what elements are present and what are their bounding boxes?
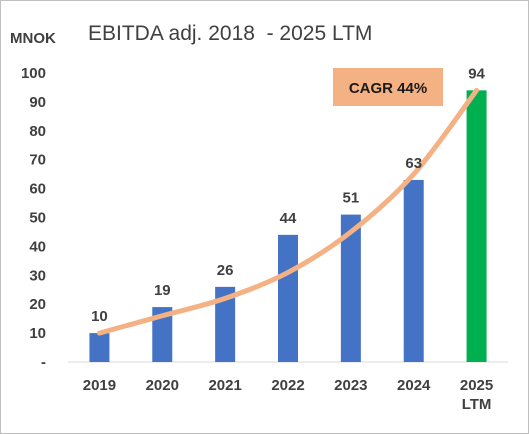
x-tick-label: 2021 <box>208 377 241 394</box>
cagr-callout-box <box>333 68 443 106</box>
y-tick-label: 50 <box>29 210 46 227</box>
data-label: 63 <box>405 155 422 172</box>
bar-2022 <box>278 234 298 362</box>
bars <box>89 90 487 362</box>
y-tick-label: - <box>41 354 46 371</box>
bar-2021 <box>215 286 236 362</box>
y-tick-label: 90 <box>29 94 46 111</box>
x-tick-label: 2023 <box>334 377 367 394</box>
data-label: 19 <box>154 282 171 299</box>
data-labels: 10 19 26 44 51 63 94 <box>91 65 485 325</box>
cagr-callout-label: CAGR 44% <box>349 80 427 97</box>
x-tick-label: 2024 <box>397 377 431 394</box>
bar-2020 <box>152 307 173 362</box>
data-label: 26 <box>217 262 234 279</box>
y-tick-label: 40 <box>29 238 46 255</box>
x-axis-labels: 2019 2020 2021 2022 2023 2024 2025 LTM <box>83 377 494 413</box>
bar-2024 <box>403 179 424 362</box>
y-tick-label: 80 <box>29 123 46 140</box>
cagr-trend-line <box>96 87 480 336</box>
data-label: 44 <box>280 210 297 227</box>
bar-2025-LTM <box>466 90 487 362</box>
x-tick-label: 2022 <box>271 377 304 394</box>
cagr-callout: CAGR 44% <box>333 68 443 106</box>
y-tick-label: 30 <box>29 267 46 284</box>
data-label: 51 <box>343 190 360 207</box>
data-label: 94 <box>468 65 485 82</box>
data-label: 10 <box>91 308 108 325</box>
x-tick-label: LTM <box>462 396 492 413</box>
bar-2019 <box>89 333 110 362</box>
x-tick-label: 2020 <box>146 377 179 394</box>
y-axis: - 10 20 30 40 50 60 70 80 90 100 <box>21 65 46 371</box>
x-tick-label: 2019 <box>83 377 116 394</box>
unit-label: MNOK <box>10 30 56 47</box>
x-tick-label: 2025 <box>460 377 493 394</box>
trend-line-group <box>96 87 480 336</box>
y-tick-label: 70 <box>29 152 46 169</box>
y-tick-label: 20 <box>29 296 46 313</box>
bar-2023 <box>340 214 361 362</box>
y-tick-label: 60 <box>29 181 46 198</box>
y-tick-label: 100 <box>21 65 46 82</box>
chart-title: EBITDA adj. 2018 - 2025 LTM <box>88 22 373 45</box>
y-tick-label: 10 <box>29 325 46 342</box>
